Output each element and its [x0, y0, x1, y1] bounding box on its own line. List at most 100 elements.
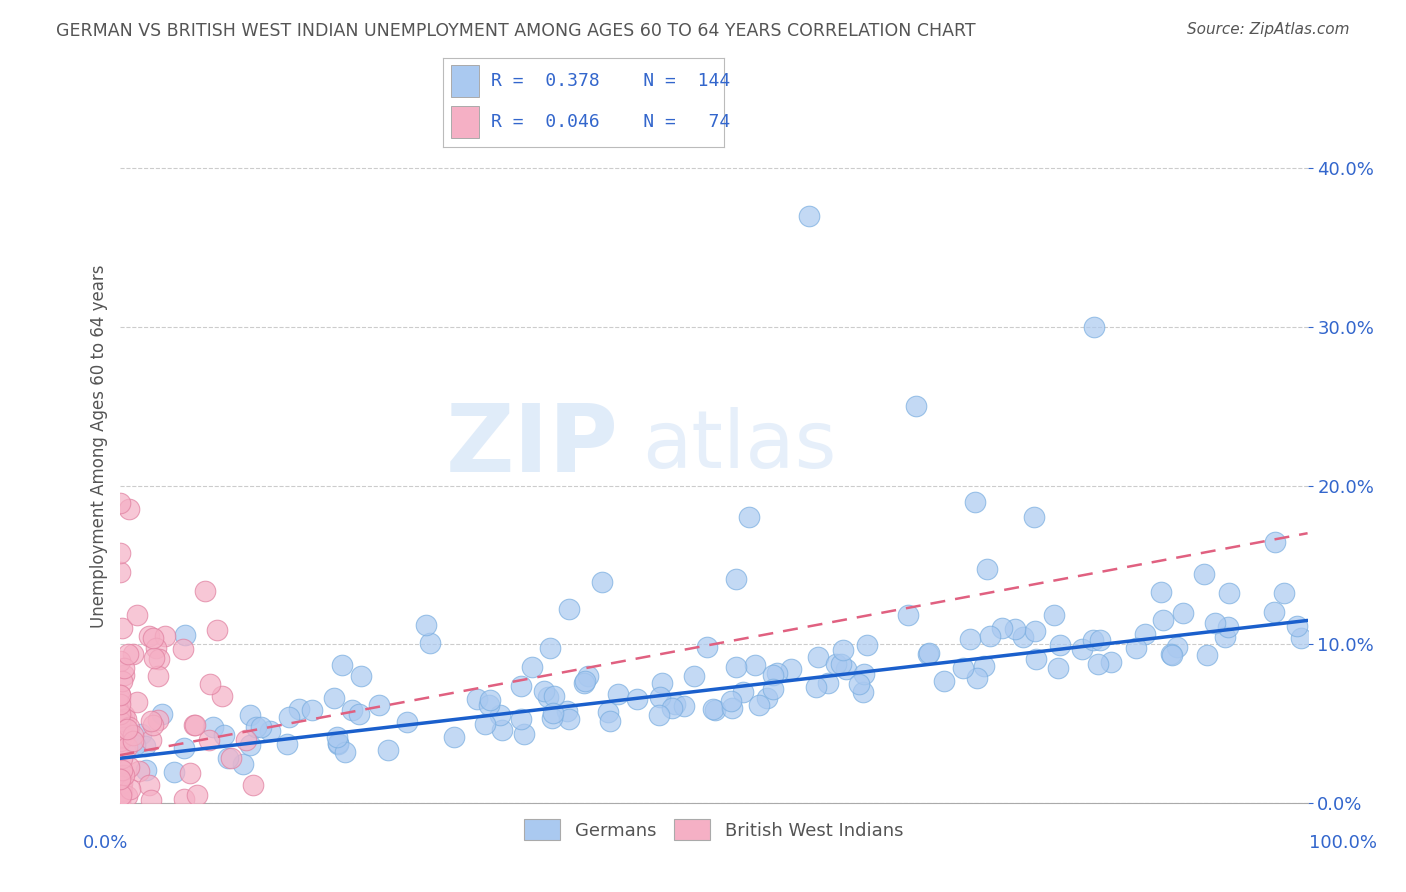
Point [139, 733, 162, 747]
Point [990, 621, 1012, 635]
Point [1024, 624, 1046, 638]
Point [415, 618, 437, 632]
Point [367, 698, 389, 712]
Point [626, 692, 648, 706]
Point [541, 711, 564, 725]
Point [1083, 633, 1105, 648]
Point [558, 712, 581, 726]
Point [520, 660, 543, 674]
Point [110, 779, 132, 793]
Point [1263, 605, 1285, 619]
Point [1171, 606, 1194, 620]
Point [724, 572, 747, 586]
Point [221, 751, 243, 765]
Point [108, 706, 131, 721]
Point [1133, 627, 1156, 641]
Point [478, 698, 501, 712]
Point [702, 702, 724, 716]
Point [932, 674, 955, 689]
Point [110, 788, 132, 802]
Point [198, 676, 221, 690]
Point [853, 667, 876, 681]
Point [1011, 630, 1033, 644]
Point [146, 669, 169, 683]
Point [110, 688, 132, 702]
Point [121, 728, 143, 742]
Point [114, 667, 136, 681]
Point [112, 768, 135, 782]
Point [720, 694, 742, 708]
Point [259, 724, 281, 739]
Point [211, 690, 233, 704]
Point [173, 741, 195, 756]
Point [651, 675, 673, 690]
Point [250, 720, 273, 734]
Point [142, 718, 165, 732]
Point [1083, 320, 1105, 334]
Point [672, 698, 695, 713]
Point [852, 684, 875, 698]
Point [111, 751, 134, 765]
Point [966, 671, 988, 685]
Point [599, 714, 621, 729]
Point [108, 795, 131, 809]
Point [537, 690, 560, 704]
Point [288, 702, 311, 716]
Point [111, 776, 134, 790]
Point [835, 662, 858, 676]
Point [474, 716, 496, 731]
Point [779, 662, 801, 676]
Point [108, 546, 131, 560]
Point [598, 705, 620, 719]
Point [111, 784, 134, 798]
Point [350, 669, 373, 683]
Point [121, 647, 143, 661]
Point [108, 565, 131, 579]
Point [134, 739, 156, 753]
Point [111, 674, 134, 689]
Point [146, 713, 169, 727]
Point [976, 562, 998, 576]
Point [235, 732, 257, 747]
Point [205, 623, 228, 637]
Point [557, 602, 579, 616]
Point [917, 647, 939, 661]
Point [683, 669, 706, 683]
Point [1049, 638, 1071, 652]
Point [648, 708, 671, 723]
Point [117, 760, 139, 774]
Point [239, 738, 262, 752]
Point [661, 701, 683, 715]
Point [322, 691, 344, 706]
Text: R =  0.378    N =  144: R = 0.378 N = 144 [491, 72, 730, 90]
Point [1216, 620, 1239, 634]
Point [797, 209, 820, 223]
Point [125, 607, 148, 622]
Point [491, 723, 513, 737]
Point [117, 720, 139, 734]
Point [510, 679, 533, 693]
Point [172, 642, 194, 657]
Point [555, 704, 578, 718]
Point [856, 639, 879, 653]
FancyBboxPatch shape [451, 65, 479, 97]
Point [832, 642, 855, 657]
Point [173, 628, 195, 642]
Point [212, 728, 235, 742]
Point [141, 793, 163, 807]
Point [1150, 585, 1173, 599]
Point [301, 703, 323, 717]
Point [108, 733, 131, 747]
Point [959, 632, 981, 646]
Point [328, 737, 350, 751]
Text: GERMAN VS BRITISH WEST INDIAN UNEMPLOYMENT AMONG AGES 60 TO 64 YEARS CORRELATION: GERMAN VS BRITISH WEST INDIAN UNEMPLOYME… [56, 22, 976, 40]
Point [848, 677, 870, 691]
Point [115, 722, 138, 736]
Point [720, 701, 742, 715]
Point [510, 712, 533, 726]
Point [762, 681, 785, 696]
Point [1025, 652, 1047, 666]
Point [183, 718, 205, 732]
Point [110, 730, 132, 744]
Point [118, 502, 141, 516]
